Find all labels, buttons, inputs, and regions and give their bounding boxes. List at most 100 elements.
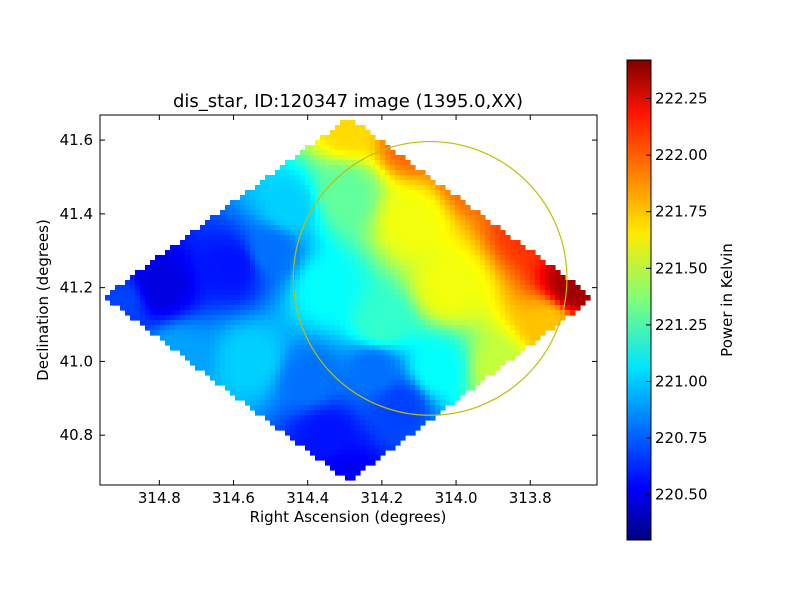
heatmap-cell — [375, 325, 381, 331]
heatmap-cell — [435, 205, 441, 211]
heatmap-cell — [475, 280, 481, 286]
heatmap-cell — [490, 245, 496, 251]
heatmap-cell — [495, 330, 501, 336]
heatmap-cell — [350, 210, 356, 216]
heatmap-cell — [270, 420, 276, 426]
heatmap-cell — [525, 310, 531, 316]
heatmap-cell — [165, 250, 171, 256]
heatmap-cell — [400, 180, 406, 186]
heatmap-cell — [290, 340, 296, 346]
heatmap-cell — [385, 220, 391, 226]
heatmap-cell — [345, 180, 351, 186]
heatmap-cell — [415, 205, 421, 211]
heatmap-cell — [355, 470, 361, 476]
heatmap-cell — [270, 305, 276, 311]
heatmap-cell — [375, 335, 381, 341]
heatmap-cell — [405, 325, 411, 331]
heatmap-cell — [170, 280, 176, 286]
heatmap-cell — [200, 290, 206, 296]
heatmap-cell — [245, 220, 251, 226]
heatmap-cell — [455, 200, 461, 206]
heatmap-cell — [405, 300, 411, 306]
heatmap-cell — [345, 245, 351, 251]
heatmap-cell — [275, 285, 281, 291]
heatmap-cell — [395, 430, 401, 436]
heatmap-cell — [140, 305, 146, 311]
heatmap-cell — [300, 270, 306, 276]
heatmap-cell — [375, 260, 381, 266]
heatmap-cell — [565, 305, 571, 311]
heatmap-cell — [225, 340, 231, 346]
heatmap-cell — [310, 425, 316, 431]
heatmap-cell — [205, 240, 211, 246]
heatmap-cell — [345, 390, 351, 396]
heatmap-cell — [340, 400, 346, 406]
heatmap-cell — [350, 255, 356, 261]
heatmap-cell — [490, 290, 496, 296]
heatmap-cell — [415, 410, 421, 416]
heatmap-cell — [335, 275, 341, 281]
heatmap-cell — [530, 295, 536, 301]
heatmap-cell — [230, 310, 236, 316]
heatmap-cell — [495, 225, 501, 231]
heatmap-cell — [220, 345, 226, 351]
heatmap-cell — [345, 140, 351, 146]
heatmap-cell — [510, 315, 516, 321]
heatmap-cell — [355, 180, 361, 186]
heatmap-cell — [555, 320, 561, 326]
heatmap-cell — [525, 260, 531, 266]
heatmap-cell — [440, 295, 446, 301]
colorbar-label: Power in Kelvin — [718, 243, 736, 357]
heatmap-cell — [435, 200, 441, 206]
heatmap-cell — [350, 170, 356, 176]
heatmap-cell — [160, 310, 166, 316]
heatmap-cell — [430, 375, 436, 381]
heatmap-cell — [310, 450, 316, 456]
heatmap-cell — [335, 140, 341, 146]
heatmap-cell — [135, 315, 141, 321]
heatmap-cell — [335, 300, 341, 306]
heatmap-cell — [245, 360, 251, 366]
heatmap-cell — [230, 320, 236, 326]
heatmap-cell — [240, 345, 246, 351]
heatmap-cell — [470, 315, 476, 321]
heatmap-cell — [285, 200, 291, 206]
heatmap-cell — [395, 335, 401, 341]
heatmap-cell — [400, 205, 406, 211]
heatmap-cell — [205, 360, 211, 366]
heatmap-cell — [250, 215, 256, 221]
heatmap-cell — [330, 360, 336, 366]
heatmap-cell — [345, 350, 351, 356]
heatmap-cell — [320, 170, 326, 176]
heatmap-cell — [525, 335, 531, 341]
heatmap-cell — [490, 305, 496, 311]
heatmap-cell — [515, 290, 521, 296]
heatmap-cell — [230, 245, 236, 251]
heatmap-cell — [450, 355, 456, 361]
heatmap-cell — [300, 205, 306, 211]
heatmap-cell — [415, 350, 421, 356]
heatmap-cell — [320, 255, 326, 261]
heatmap-cell — [455, 330, 461, 336]
heatmap-cell — [360, 265, 366, 271]
heatmap-cell — [430, 230, 436, 236]
heatmap-cell — [370, 285, 376, 291]
heatmap-cell — [240, 245, 246, 251]
heatmap-cell — [320, 375, 326, 381]
heatmap-cell — [195, 285, 201, 291]
heatmap-cell — [375, 410, 381, 416]
heatmap-cell — [390, 305, 396, 311]
heatmap-cell — [405, 285, 411, 291]
heatmap-cell — [230, 315, 236, 321]
heatmap-cell — [315, 190, 321, 196]
heatmap-cell — [235, 360, 241, 366]
heatmap-cell — [525, 275, 531, 281]
heatmap-cell — [405, 385, 411, 391]
heatmap-cell — [280, 280, 286, 286]
heatmap-cell — [370, 280, 376, 286]
heatmap-cell — [245, 280, 251, 286]
heatmap-cell — [440, 365, 446, 371]
heatmap-cell — [260, 205, 266, 211]
heatmap-cell — [160, 320, 166, 326]
heatmap-cell — [430, 355, 436, 361]
